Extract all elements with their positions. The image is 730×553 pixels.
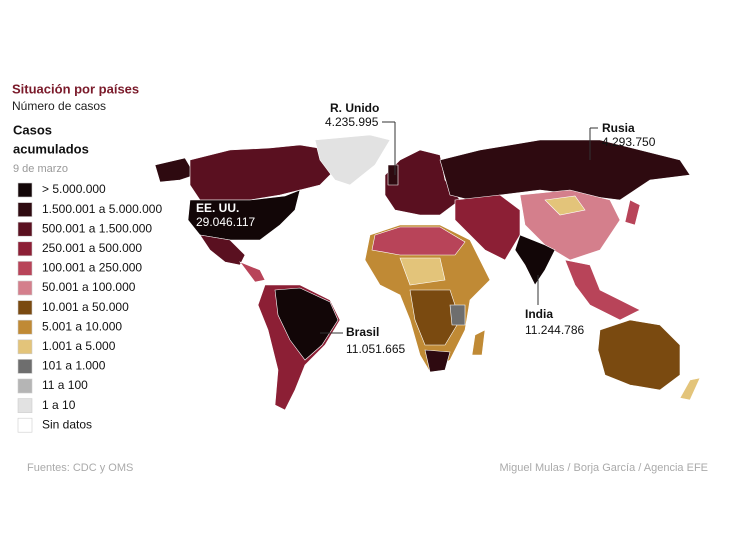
legend-swatch	[17, 300, 33, 315]
country	[424, 349, 451, 373]
callout-value: 11.051.665	[346, 342, 405, 356]
legend-label: 1.500.001 a 5.000.000	[42, 202, 162, 216]
legend-swatch	[17, 182, 33, 198]
callout-name: Brasil	[346, 325, 379, 339]
legend-label: 50.001 a 100.000	[42, 280, 136, 294]
country	[189, 144, 341, 201]
country	[454, 194, 521, 261]
legend-swatch	[17, 280, 33, 296]
legend-swatch	[17, 241, 33, 257]
legend-swatch	[17, 319, 33, 335]
legend-label: 10.001 a 50.000	[42, 300, 129, 314]
country	[314, 134, 391, 186]
legend-label: 250.001 a 500.000	[42, 241, 142, 255]
country	[154, 157, 196, 183]
legend-swatch	[17, 359, 33, 374]
legend-label: 5.001 a 10.000	[42, 319, 122, 333]
country	[199, 234, 246, 266]
legend-date: 9 de marzo	[13, 163, 68, 175]
legend-label: 11 a 100	[42, 378, 88, 392]
callout-value: 29.046.117	[196, 215, 255, 229]
country	[409, 289, 461, 346]
legend-label: 500.001 a 1.500.000	[42, 221, 152, 235]
legend-label: 1.001 a 5.000	[42, 339, 116, 353]
country	[471, 329, 486, 356]
country	[514, 234, 556, 286]
callout-name: India	[525, 307, 553, 321]
legend-label: 100.001 a 250.000	[42, 261, 142, 275]
source: Fuentes: CDC y OMS	[27, 462, 133, 474]
country	[387, 164, 399, 186]
legend-swatch	[17, 261, 33, 276]
legend-label: 1 a 10	[42, 398, 76, 412]
country	[624, 199, 641, 226]
country	[519, 189, 621, 261]
country	[274, 287, 339, 361]
callouts: R. Unido 4.235.995 Rusia 4.293.750 EE. U…	[196, 101, 656, 356]
callout-name: EE. UU.	[196, 201, 239, 215]
subtitle: Número de casos	[12, 99, 106, 113]
country	[399, 257, 446, 286]
callout-value: 11.244.786	[525, 323, 584, 337]
country	[597, 319, 681, 391]
callout-name: Rusia	[602, 121, 635, 135]
country	[187, 189, 301, 241]
legend-title: acumulados	[13, 141, 89, 156]
legend-swatch	[17, 378, 33, 394]
legend-title: Casos	[13, 122, 52, 137]
country	[371, 226, 466, 256]
legend-label: Sin datos	[42, 417, 92, 431]
country	[679, 377, 701, 401]
legend-swatch	[17, 202, 33, 217]
legend-label: > 5.000.000	[42, 182, 106, 196]
world-map	[154, 134, 701, 411]
legend-swatch	[17, 398, 33, 413]
legend-swatch	[17, 417, 33, 433]
credit: Miguel Mulas / Borja García / Agencia EF…	[500, 462, 708, 474]
callout-value: 4.293.750	[602, 135, 656, 149]
title: Situación por países	[12, 81, 139, 96]
legend-label: 101 a 1.000	[42, 359, 106, 373]
callout-value: 4.235.995	[325, 115, 379, 129]
legend-swatch	[17, 221, 33, 237]
country	[449, 304, 466, 326]
legend-swatch	[17, 339, 33, 355]
country	[564, 259, 641, 321]
country	[239, 261, 266, 283]
country	[544, 195, 586, 216]
legend: > 5.000.000 1.500.001 a 5.000.000 500.001 …	[17, 182, 162, 433]
callout-name: R. Unido	[330, 101, 379, 115]
